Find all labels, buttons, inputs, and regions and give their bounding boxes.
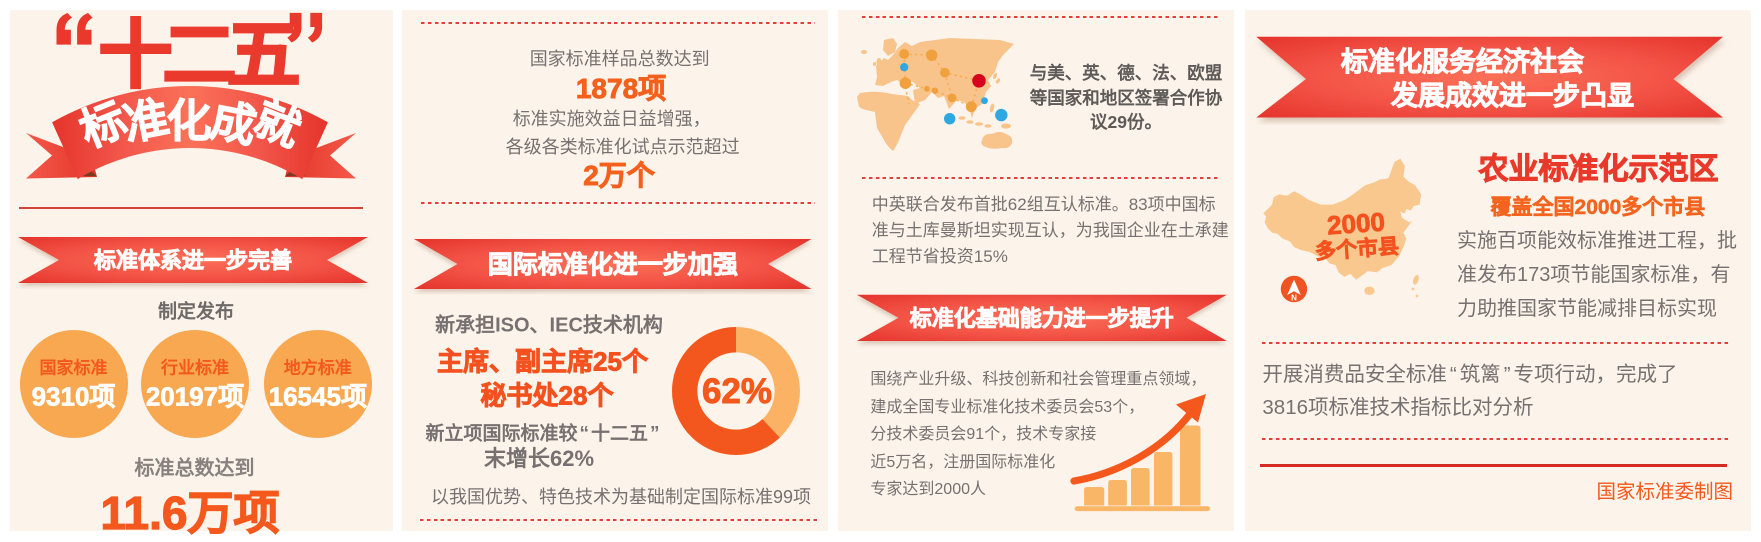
svg-text:62%: 62%: [702, 372, 772, 411]
svg-text:N: N: [1291, 294, 1297, 303]
svg-text:化: 化: [166, 96, 211, 147]
svg-text:准: 准: [119, 92, 173, 151]
svg-text:标准体系进一步完善: 标准体系进一步完善: [94, 248, 292, 273]
svg-text:标准化基础能力进一步提升: 标准化基础能力进一步提升: [910, 306, 1174, 331]
svg-text:成: 成: [206, 94, 260, 153]
svg-text:国际标准化进一步加强: 国际标准化进一步加强: [488, 251, 738, 279]
svg-text:发展成效进一步凸显: 发展成效进一步凸显: [1390, 80, 1634, 111]
svg-text:标准化服务经济社会: 标准化服务经济社会: [1341, 46, 1584, 77]
